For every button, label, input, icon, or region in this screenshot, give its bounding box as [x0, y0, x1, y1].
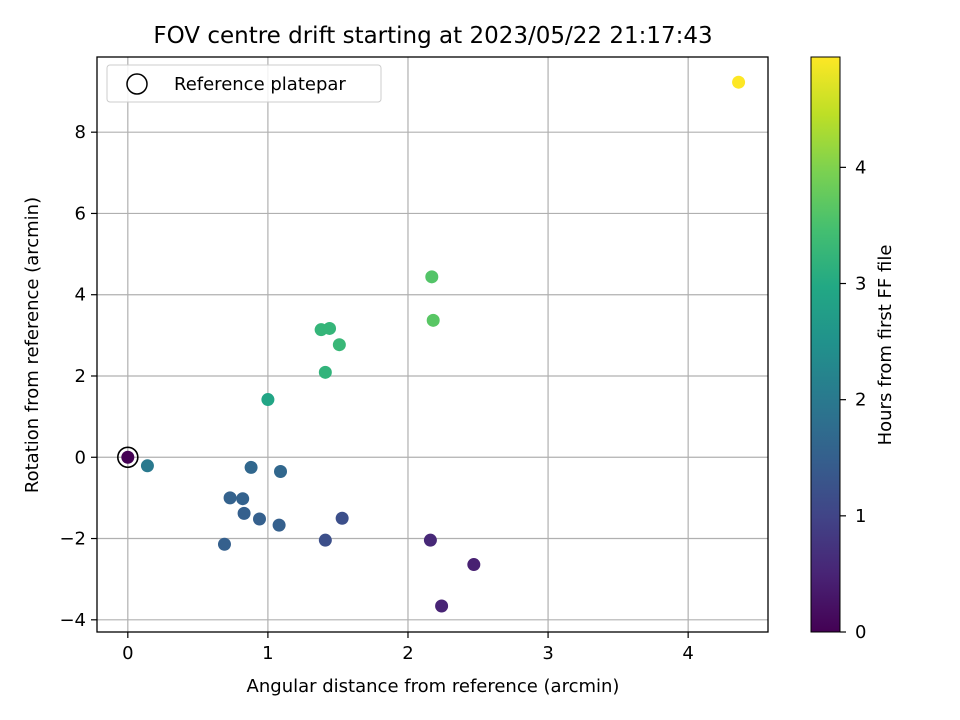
- legend-marker-reference: [126, 73, 148, 95]
- colorbar-tick-label: 1: [855, 506, 866, 527]
- legend-entry-reference: Reference platepar: [174, 74, 346, 95]
- y-tick-label: 8: [75, 122, 86, 143]
- y-tick-label: 0: [75, 447, 86, 468]
- x-axis-label: Angular distance from reference (arcmin): [247, 676, 620, 697]
- data-point: [423, 533, 437, 547]
- colorbar-tick-label: 0: [855, 622, 866, 643]
- data-point: [335, 511, 349, 525]
- data-point: [318, 533, 332, 547]
- data-point: [274, 464, 288, 478]
- x-tick-label: 1: [262, 643, 273, 664]
- x-tick-label: 0: [122, 643, 133, 664]
- y-axis-ticks: −4 −2 0 2 4 6 8: [59, 122, 97, 631]
- y-tick-label: −4: [59, 610, 86, 631]
- legend: Reference platepar: [106, 64, 382, 103]
- scatter-points: [117, 75, 746, 613]
- colorbar-tick-label: 2: [855, 390, 866, 411]
- data-point: [435, 599, 449, 613]
- x-tick-label: 3: [542, 643, 553, 664]
- data-point: [236, 492, 250, 506]
- y-axis-label: Rotation from reference (arcmin): [22, 197, 43, 493]
- data-point: [121, 450, 135, 464]
- data-point: [426, 313, 440, 327]
- y-tick-label: −2: [59, 529, 86, 550]
- data-point: [332, 338, 346, 352]
- chart-title: FOV centre drift starting at 2023/05/22 …: [153, 23, 712, 49]
- y-tick-label: 2: [75, 366, 86, 387]
- plot-area-frame: [96, 56, 769, 633]
- x-tick-label: 2: [402, 643, 413, 664]
- data-point: [425, 270, 439, 284]
- data-point: [732, 75, 746, 89]
- data-point: [244, 460, 258, 474]
- data-point: [272, 518, 286, 532]
- y-tick-label: 4: [75, 285, 86, 306]
- data-point: [467, 558, 481, 572]
- legend-box: [106, 64, 382, 103]
- data-point: [217, 537, 231, 551]
- x-axis-ticks: 0 1 2 3 4: [122, 632, 694, 664]
- colorbar-tick-label: 4: [855, 157, 866, 178]
- reference-platepar-marker: [117, 446, 139, 469]
- data-point: [237, 506, 251, 520]
- colorbar: 0 1 2 3 4 Hours from first FF file: [810, 56, 896, 643]
- data-point: [261, 393, 275, 407]
- data-point: [323, 321, 337, 335]
- colorbar-tick-label: 3: [855, 274, 866, 295]
- y-tick-label: 6: [75, 203, 86, 224]
- colorbar-label: Hours from first FF file: [875, 245, 896, 446]
- x-tick-label: 4: [682, 643, 693, 664]
- data-point: [223, 491, 237, 505]
- data-point: [140, 459, 154, 473]
- data-point: [252, 512, 266, 526]
- grid-lines: [97, 57, 768, 632]
- colorbar-gradient: [810, 56, 841, 633]
- data-point: [318, 365, 332, 379]
- colorbar-ticks: 0 1 2 3 4: [840, 157, 866, 643]
